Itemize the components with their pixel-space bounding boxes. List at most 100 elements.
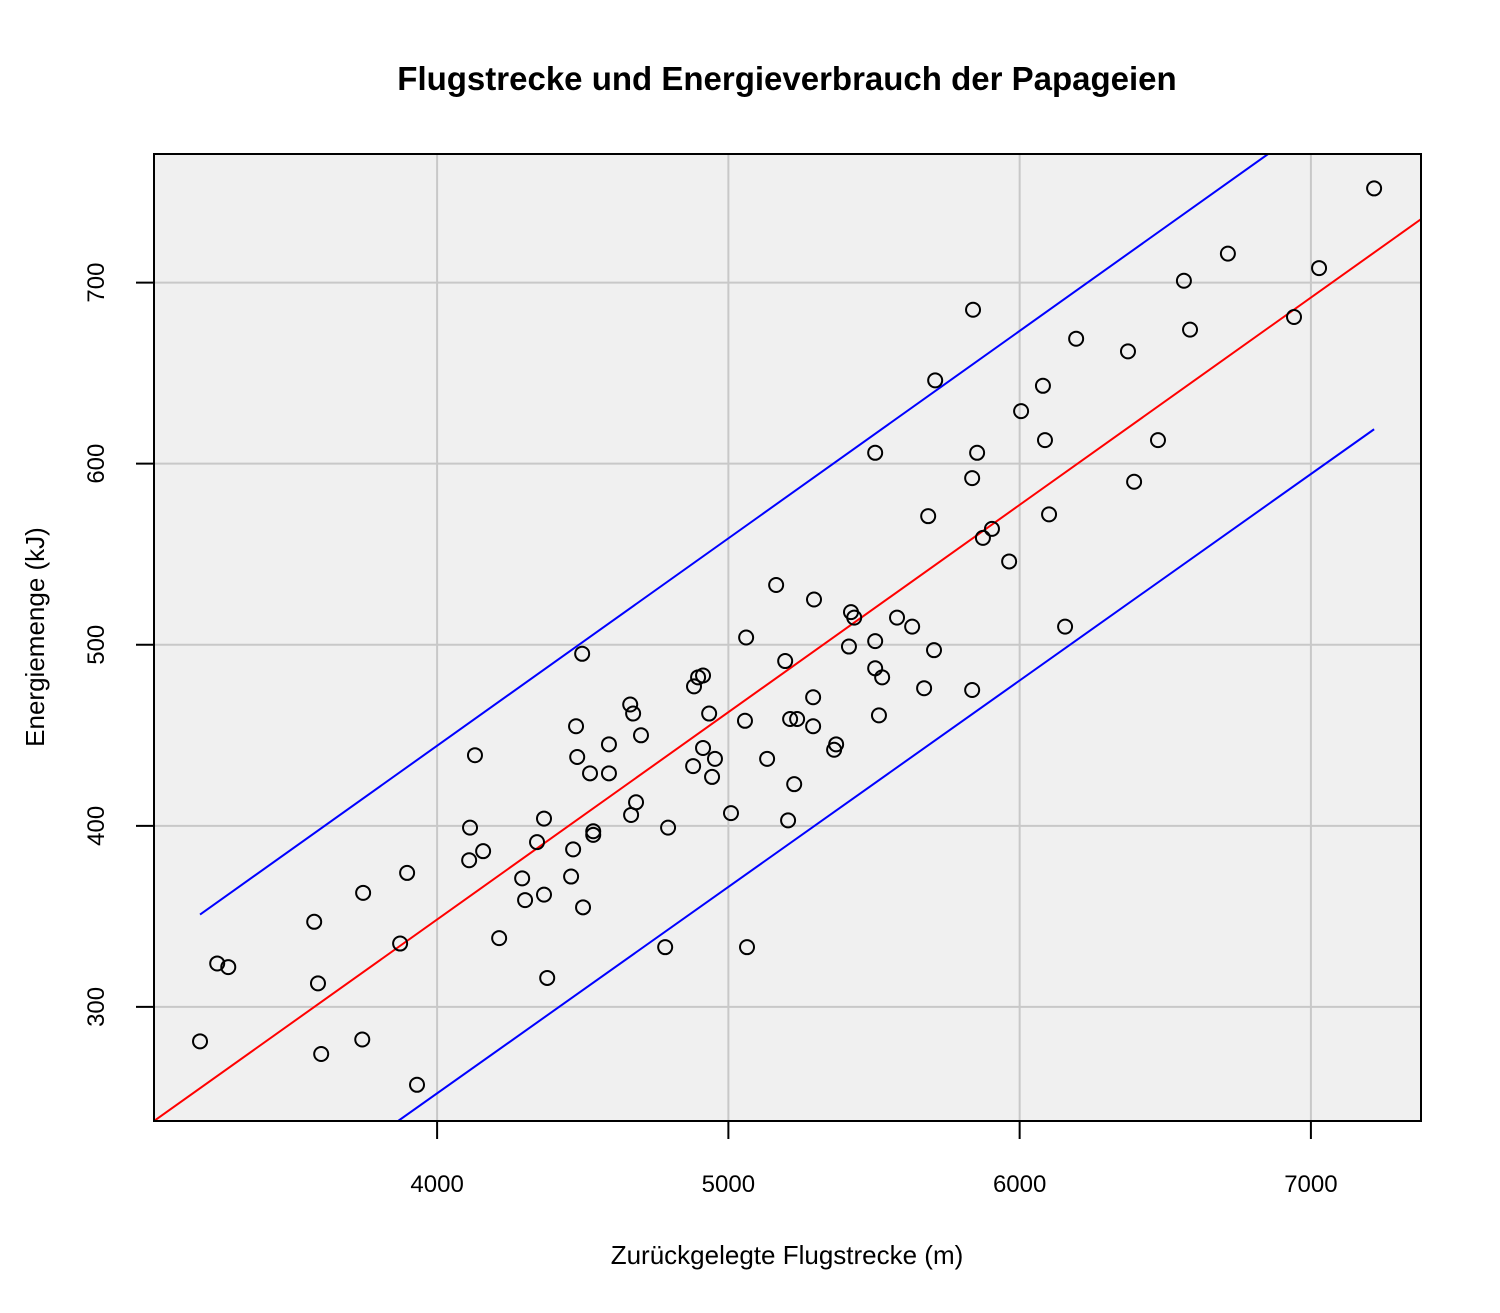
data-point xyxy=(695,667,712,684)
data-point xyxy=(927,372,944,389)
data-point xyxy=(409,1076,426,1093)
data-point xyxy=(660,819,677,836)
data-point xyxy=(355,884,372,901)
x-tick-label: 5000 xyxy=(702,1171,755,1198)
data-point xyxy=(1041,506,1058,523)
plot-frame xyxy=(153,153,1422,1122)
data-point xyxy=(1149,432,1166,449)
data-point xyxy=(574,645,591,662)
data-point xyxy=(625,705,642,722)
upper-prediction-bound-line xyxy=(199,154,1269,916)
data-point xyxy=(565,841,582,858)
data-point xyxy=(805,689,822,706)
data-point xyxy=(657,939,674,956)
data-point xyxy=(904,618,921,635)
data-point xyxy=(704,768,721,785)
data-point xyxy=(1219,245,1236,262)
data-point xyxy=(828,736,845,753)
data-point xyxy=(759,750,776,767)
x-tick-label: 7000 xyxy=(1284,1171,1337,1198)
data-point xyxy=(399,864,416,881)
data-point xyxy=(786,776,803,793)
data-point xyxy=(539,969,556,986)
data-point xyxy=(782,710,799,727)
y-axis: 300 400 500 600 700 xyxy=(83,263,154,1027)
data-point xyxy=(1036,432,1053,449)
data-point xyxy=(701,705,718,722)
data-point xyxy=(209,955,226,972)
data-point xyxy=(777,653,794,670)
data-point xyxy=(722,805,739,822)
data-point xyxy=(1013,403,1030,420)
data-point xyxy=(1286,308,1303,325)
data-point xyxy=(220,959,237,976)
data-point xyxy=(461,852,478,869)
data-point xyxy=(969,444,986,461)
data-point xyxy=(1057,618,1074,635)
data-point xyxy=(964,470,981,487)
data-point xyxy=(916,680,933,697)
data-point xyxy=(392,935,409,952)
fit-lines xyxy=(154,154,1421,1121)
data-point xyxy=(867,633,884,650)
data-point xyxy=(466,747,483,764)
data-point xyxy=(475,843,492,860)
data-point xyxy=(846,609,863,626)
lower-prediction-bound-line xyxy=(397,428,1375,1121)
data-point xyxy=(1126,473,1143,490)
data-point xyxy=(1068,330,1085,347)
data-point xyxy=(736,712,753,729)
data-point xyxy=(739,939,756,956)
data-point xyxy=(536,886,553,903)
data-point xyxy=(867,444,884,461)
data-point xyxy=(686,678,703,695)
data-point xyxy=(514,870,531,887)
data-point xyxy=(806,591,823,608)
x-tick-label: 6000 xyxy=(993,1171,1046,1198)
data-point xyxy=(768,576,785,593)
data-point xyxy=(628,794,645,811)
data-point xyxy=(582,765,599,782)
data-point xyxy=(309,975,326,992)
data-point xyxy=(529,834,546,851)
data-point xyxy=(600,765,617,782)
data-point xyxy=(585,826,602,843)
y-tick-label: 500 xyxy=(83,625,110,665)
x-tick-label: 4000 xyxy=(410,1171,463,1198)
y-tick-label: 600 xyxy=(83,444,110,484)
data-point xyxy=(306,913,323,930)
data-point xyxy=(789,710,806,727)
data-point xyxy=(926,642,943,659)
data-point xyxy=(870,707,887,724)
y-tick-label: 700 xyxy=(83,263,110,303)
data-point xyxy=(536,810,553,827)
data-point xyxy=(920,508,937,525)
data-point xyxy=(1034,377,1051,394)
data-point xyxy=(1366,180,1383,197)
data-point xyxy=(600,736,617,753)
data-point xyxy=(874,669,891,686)
data-point xyxy=(569,749,586,766)
y-axis-label: Energiemenge (kJ) xyxy=(20,527,50,747)
plot-area xyxy=(154,154,1421,1121)
y-tick-label: 400 xyxy=(83,806,110,846)
data-point xyxy=(983,520,1000,537)
data-point xyxy=(974,529,991,546)
data-point xyxy=(706,750,723,767)
data-point xyxy=(517,892,534,909)
data-point xyxy=(840,638,857,655)
data-point xyxy=(964,682,981,699)
data-point xyxy=(568,718,585,735)
regression-line xyxy=(154,218,1421,1121)
data-point xyxy=(1175,272,1192,289)
data-point xyxy=(889,609,906,626)
data-point xyxy=(1119,343,1136,360)
data-point xyxy=(491,930,508,947)
data-point xyxy=(632,727,649,744)
chart-title: Flugstrecke und Energieverbrauch der Pap… xyxy=(397,60,1176,97)
grid-lines xyxy=(154,154,1421,1121)
data-point xyxy=(965,301,982,318)
y-tick-label: 300 xyxy=(83,987,110,1027)
data-point xyxy=(780,812,797,829)
